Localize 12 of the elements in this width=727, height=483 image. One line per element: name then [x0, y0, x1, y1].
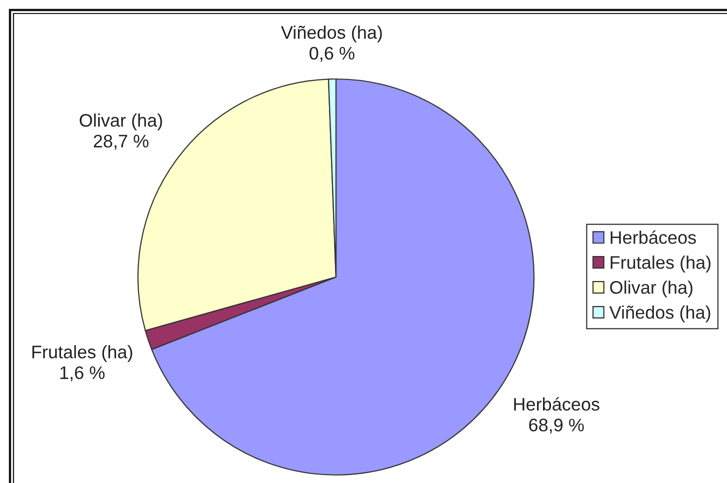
legend-label: Olivar (ha) — [610, 280, 692, 298]
data-label: 28,7 % — [94, 134, 148, 150]
legend-label: Frutales (ha) — [610, 256, 710, 272]
slice-label: Herbáceos — [514, 397, 600, 411]
legend-label: Viñedos (ha) — [609, 306, 710, 322]
slice-label: Olivar (ha) — [80, 114, 162, 130]
slice-label: Frutales (ha) — [32, 345, 132, 362]
data-label: 0,6 % — [310, 46, 354, 62]
data-label: 1,6 % — [60, 366, 105, 382]
slice-label: Viñedos (ha) — [281, 26, 382, 42]
legend-label: Herbáceos — [610, 230, 696, 244]
data-label: 68,9 % — [529, 418, 584, 434]
